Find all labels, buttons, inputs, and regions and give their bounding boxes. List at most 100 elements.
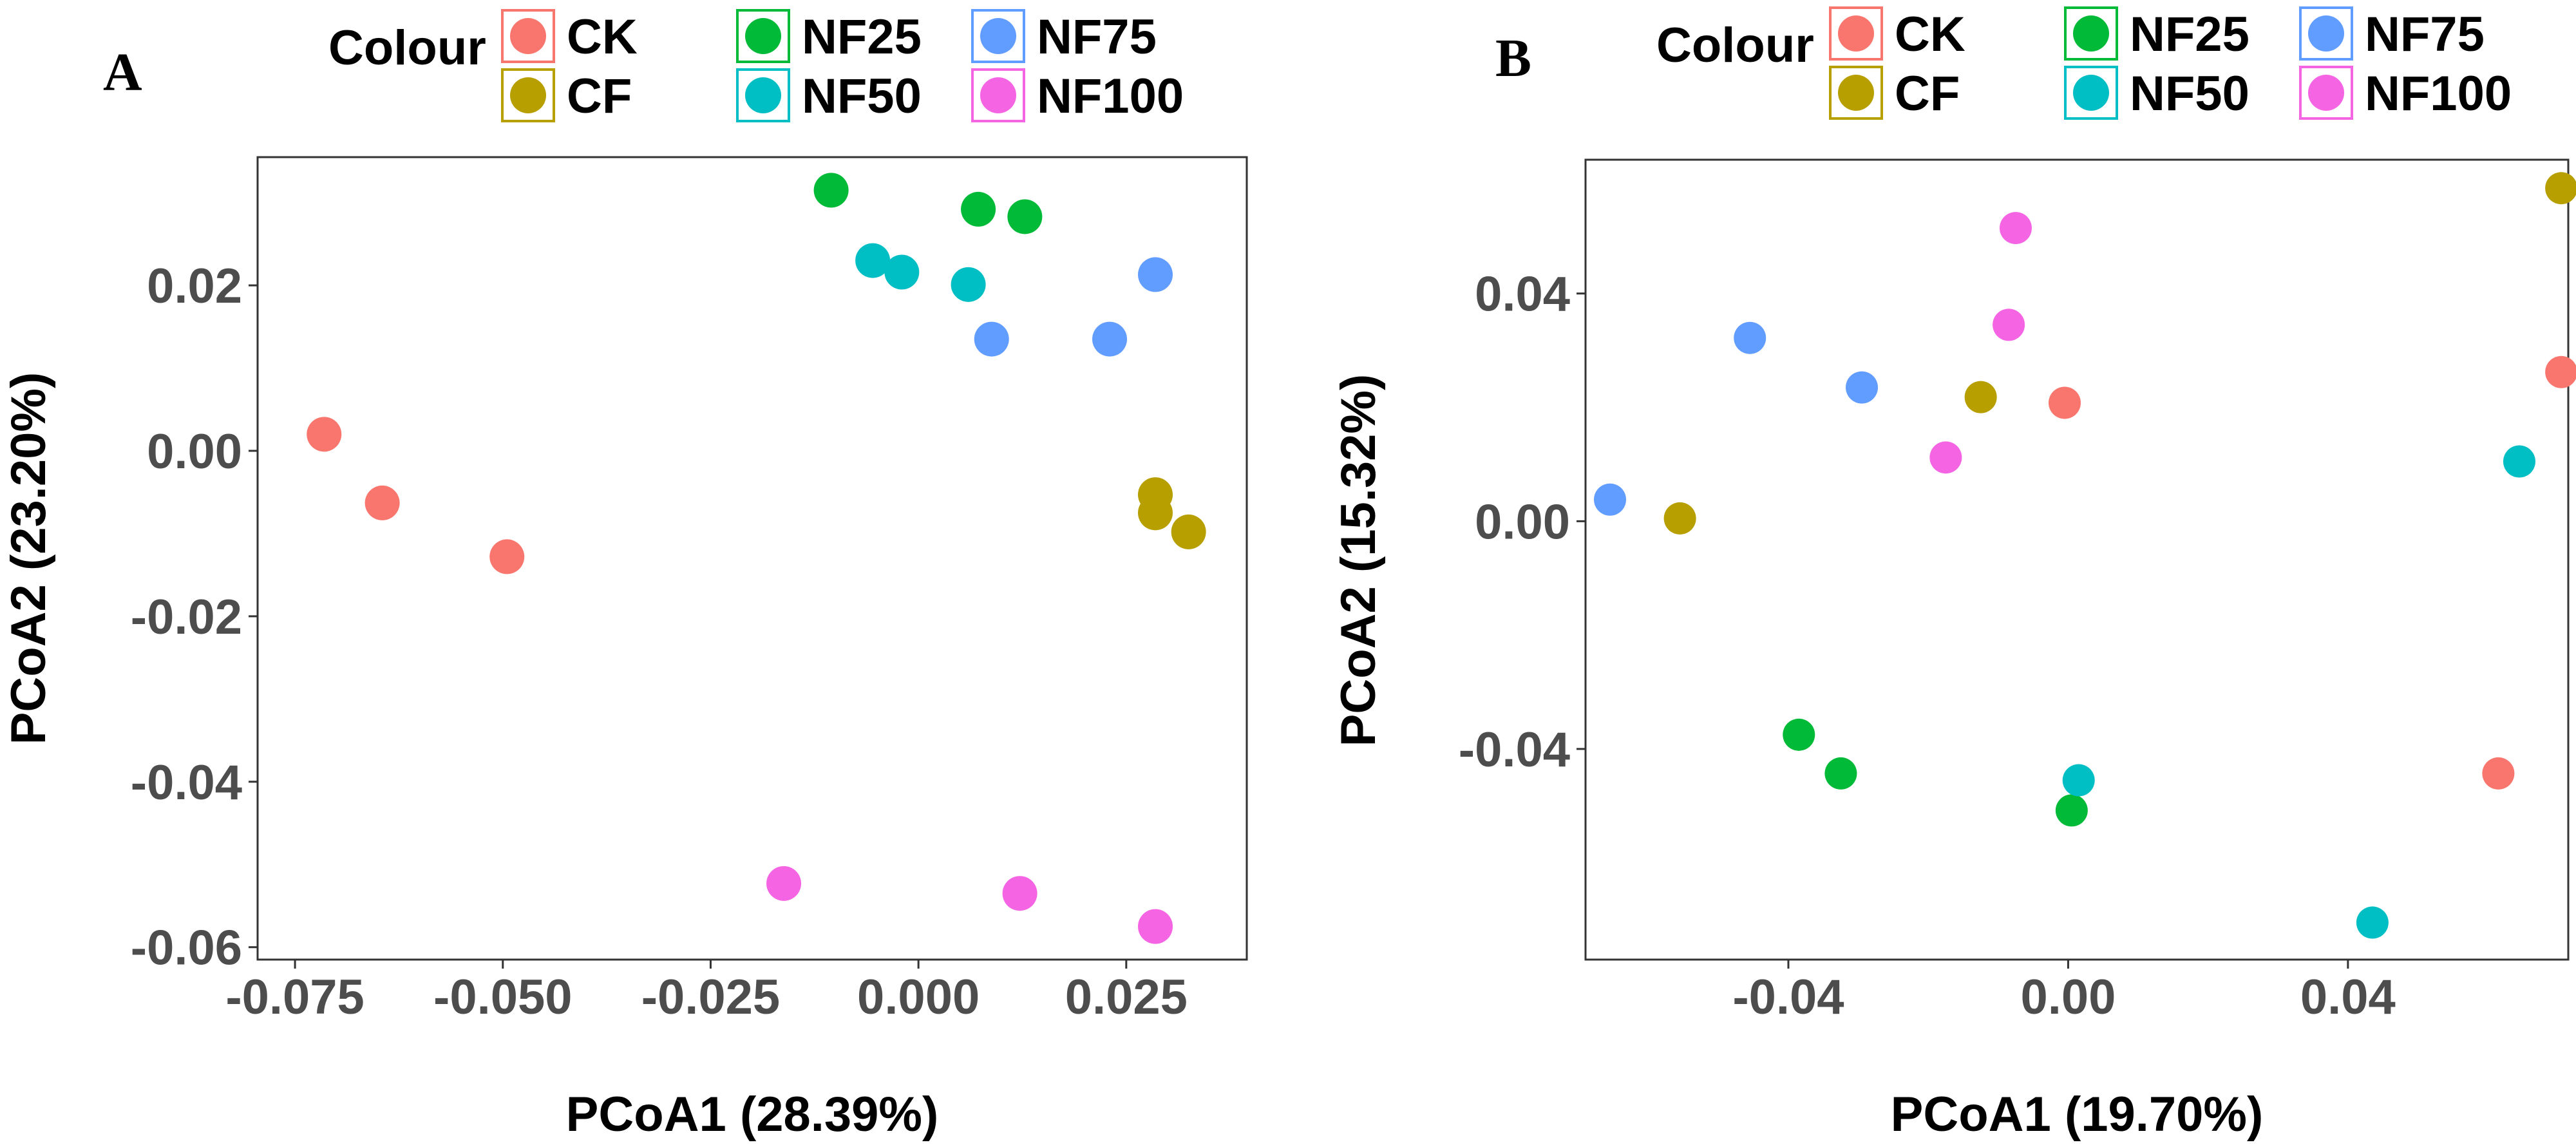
panel-a-y-tick-label: -0.04: [131, 755, 242, 810]
panel-a-point-ck: [365, 485, 400, 520]
panel-a-legend-item-nf50: NF50: [736, 68, 922, 124]
panel-a-point-nf100: [766, 866, 802, 901]
panel-b-point-cf: [1663, 502, 1696, 535]
panel-b-legend-marker-nf75: [2308, 15, 2344, 52]
panel-b-x-axis-title: PCoA1 (19.70%): [1891, 1087, 2264, 1142]
panel-b-x-tick-label: 0.00: [2020, 970, 2116, 1025]
panel-b-legend-item-nf100: NF100: [2299, 66, 2512, 121]
panel-b-y-tick-label: 0.04: [1475, 267, 1570, 322]
panel-a-x-tick-label: -0.075: [225, 970, 365, 1025]
panel-a-label: A: [103, 43, 142, 102]
panel-b-point-nf25: [1783, 718, 1815, 751]
panel-a-legend-marker-nf50: [745, 77, 781, 113]
panel-b-label: B: [1495, 28, 1531, 88]
panel-b-y-axis-title: PCoA2 (15.32%): [1331, 374, 1386, 747]
panel-b-legend-item-nf75: NF75: [2299, 6, 2485, 62]
panel-a-legend-marker-ck: [510, 18, 546, 54]
panel-a-legend-label-nf50: NF50: [802, 69, 922, 124]
panel-a-x-axis-title: PCoA1 (28.39%): [566, 1087, 939, 1142]
panel-a-point-cf: [1171, 514, 1206, 549]
panel-b-ticks: -0.04 0.00 0.04 -0.04 0.00 0.04: [1459, 267, 2396, 1025]
panel-a-legend-label-cf: CF: [567, 69, 632, 124]
panel-a-legend-title: Colour: [328, 21, 486, 75]
panel-b-legend-label-nf50: NF50: [2130, 66, 2249, 121]
panel-b-point-nf50: [2062, 764, 2095, 797]
panel-b-point-ck: [2048, 386, 2081, 419]
panel-a-x-tick-label: 0.000: [857, 970, 980, 1025]
panel-a-legend-marker-nf25: [745, 18, 781, 54]
panel-b-legend-label-nf75: NF75: [2365, 7, 2485, 62]
panel-a-point-nf25: [961, 191, 996, 227]
panel-a-point-nf75: [974, 321, 1009, 357]
panel-a-points: [307, 173, 1206, 944]
panel-a-plot-frame: [256, 156, 1248, 961]
panel-b-legend-title: Colour: [1656, 18, 1814, 73]
panel-b-point-nf75: [1846, 371, 1879, 404]
panel-a-point-nf100: [1002, 876, 1037, 911]
panel-b-legend-marker-nf25: [2073, 15, 2109, 52]
panel-a-y-axis-title: PCoA2 (23.20%): [1, 372, 56, 745]
panel-b-point-nf25: [1824, 757, 1857, 790]
panel-a-y-tick-label: 0.00: [147, 424, 242, 479]
panel-b-legend-label-ck: CK: [1895, 7, 1965, 62]
panel-b-y-tick-label: 0.00: [1475, 495, 1570, 549]
panel-a-point-nf50: [884, 254, 920, 290]
panel-a-legend-item-nf100: NF100: [971, 68, 1184, 124]
panel-b-legend-item-nf25: NF25: [2064, 6, 2249, 62]
panel-a-legend-label-nf25: NF25: [802, 10, 922, 64]
panel-a-legend-label-ck: CK: [567, 10, 638, 64]
panel-a-point-nf50: [855, 243, 891, 278]
panel-b-point-nf75: [1734, 321, 1766, 354]
panel-a-point-ck: [489, 539, 525, 574]
panel-b-legend-label-nf100: NF100: [2365, 66, 2512, 121]
panel-a-y-tick-label: -0.06: [131, 921, 242, 976]
panel-b-point-nf100: [1929, 441, 1962, 474]
panel-a-ticks: -0.075 -0.050 -0.025 0.000 0.025 -0.06 -0.04 -0…: [131, 259, 1188, 1025]
panel-a-legend-marker-nf75: [980, 18, 1016, 54]
panel-b-point-nf25: [2055, 794, 2088, 827]
panel-b-point-nf75: [1594, 483, 1627, 516]
panel-a-legend-marker-cf: [510, 77, 546, 113]
panel-b-legend-marker-cf: [1838, 75, 1874, 111]
panel-b-point-ck: [2545, 355, 2576, 388]
panel-b-legend-item-nf50: NF50: [2064, 66, 2249, 121]
panel-a-legend-label-nf100: NF100: [1037, 69, 1184, 124]
panel-b-points: [1594, 172, 2576, 939]
panel-b-point-cf: [2545, 172, 2576, 205]
panel-a-x-tick-label: -0.050: [433, 970, 573, 1025]
panel-b-point-cf: [1964, 381, 1997, 413]
panel-a-point-nf50: [951, 267, 986, 302]
panel-a-point-nf75: [1138, 257, 1173, 292]
panel-b-y-tick-label: -0.04: [1459, 723, 1570, 777]
panel-a-x-tick-label: 0.025: [1065, 970, 1188, 1025]
panel-b-x-tick-label: 0.04: [2300, 970, 2396, 1025]
panel-b-point-nf50: [2356, 906, 2389, 939]
panel-a-point-nf25: [1007, 199, 1043, 234]
panel-b-legend-marker-ck: [1838, 15, 1874, 52]
panel-b-legend-marker-nf100: [2308, 75, 2344, 111]
panel-a-point-nf25: [813, 173, 849, 208]
panel-a-point-nf100: [1138, 909, 1173, 944]
panel-a-y-tick-label: -0.02: [131, 590, 242, 645]
panel-b-legend-label-cf: CF: [1895, 66, 1960, 121]
panel-b-point-nf100: [1993, 308, 2025, 341]
panel-b-legend-item-cf: CF: [1829, 66, 1960, 121]
panel-b-legend-item-ck: CK: [1829, 6, 1965, 62]
panel-a-point-nf75: [1092, 321, 1128, 357]
panel-b-point-nf100: [1999, 212, 2032, 245]
panel-a-legend-item-ck: CK: [501, 9, 638, 64]
panel-a-y-tick-label: 0.02: [147, 259, 242, 314]
panel-b-x-tick-label: -0.04: [1732, 970, 1844, 1025]
panel-b-point-nf50: [2503, 445, 2535, 478]
panel-a-legend-item-cf: CF: [501, 68, 632, 124]
panel-a-point-cf: [1138, 495, 1173, 531]
panel-b-legend-label-nf25: NF25: [2130, 7, 2249, 62]
panel-a-point-ck: [307, 417, 342, 452]
panel-a-legend-item-nf75: NF75: [971, 9, 1157, 64]
panel-a-legend-item-nf25: NF25: [736, 9, 922, 64]
panel-a-x-tick-label: -0.025: [641, 970, 781, 1025]
